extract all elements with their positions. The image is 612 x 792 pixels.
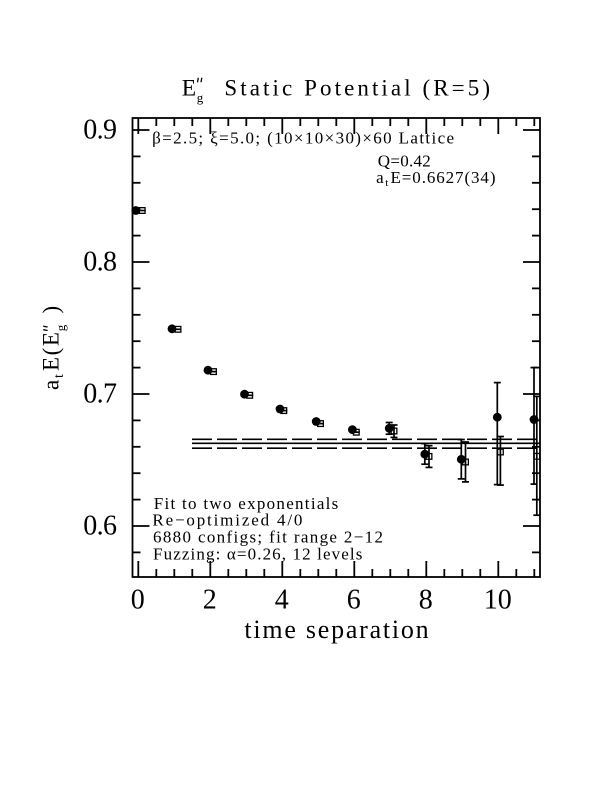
svg-text:E(E: E(E — [39, 330, 64, 371]
svg-text:β=2.5; ξ=5.0; (10×10×30)×60 La: β=2.5; ξ=5.0; (10×10×30)×60 Lattice — [152, 129, 454, 148]
svg-text:a: a — [376, 168, 384, 187]
svg-text:): ) — [39, 306, 64, 314]
svg-text:2: 2 — [203, 585, 217, 616]
svg-text:t: t — [385, 177, 388, 189]
svg-text:10: 10 — [484, 585, 512, 616]
svg-text:0.9: 0.9 — [83, 115, 117, 146]
svg-text:a: a — [39, 380, 64, 390]
svg-text:0: 0 — [131, 585, 145, 616]
svg-text:Re−optimized 4/0: Re−optimized 4/0 — [152, 511, 302, 530]
svg-text:E=0.6627(34): E=0.6627(34) — [391, 168, 496, 187]
svg-text:8: 8 — [419, 585, 433, 616]
svg-text:time separation: time separation — [244, 615, 428, 644]
svg-text:4: 4 — [275, 585, 289, 616]
svg-text:0.8: 0.8 — [83, 247, 117, 278]
svg-text:t: t — [52, 374, 67, 378]
svg-text:0.7: 0.7 — [83, 379, 117, 410]
svg-text:0.6: 0.6 — [83, 511, 117, 542]
svg-text:E: E — [182, 76, 196, 102]
svg-text:Fuzzing: α=0.26, 12 levels: Fuzzing: α=0.26, 12 levels — [153, 545, 362, 564]
svg-text:g: g — [197, 90, 204, 105]
svg-text:g: g — [53, 324, 68, 331]
svg-text:6: 6 — [347, 585, 361, 616]
svg-text:Static Potential (R=5): Static Potential (R=5) — [224, 76, 490, 101]
svg-text:Q=0.42: Q=0.42 — [378, 152, 431, 171]
